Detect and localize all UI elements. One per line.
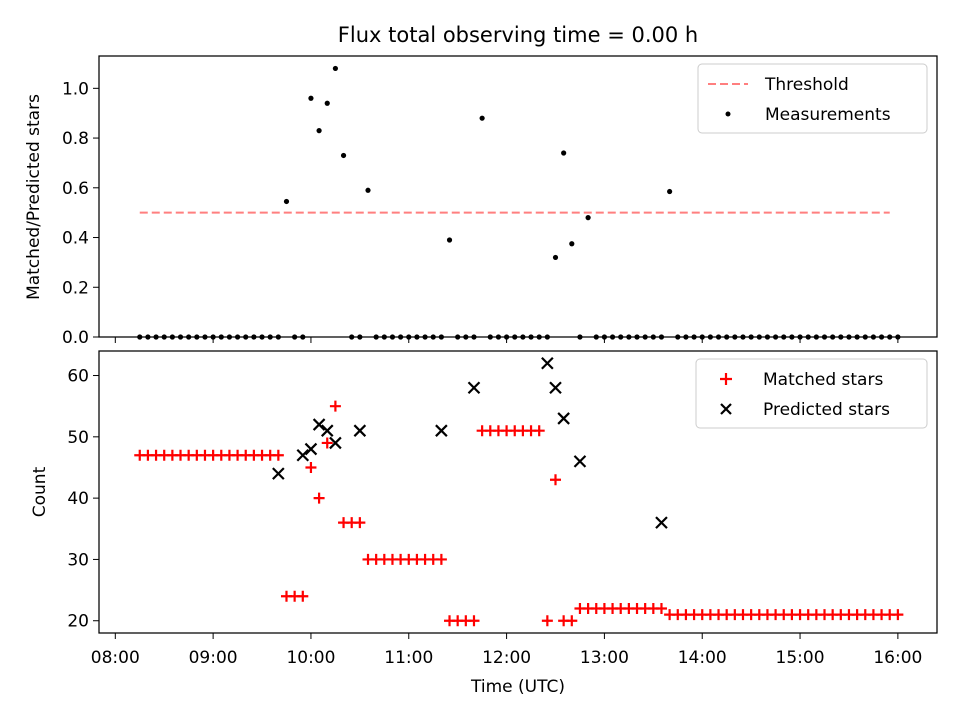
measurement-point bbox=[365, 187, 371, 193]
top-legend-box bbox=[697, 63, 928, 134]
predicted-star-point bbox=[353, 424, 367, 437]
x-tick-label: 09:00 bbox=[189, 648, 238, 668]
predicted-star-point bbox=[296, 448, 310, 462]
predicted-star-point bbox=[573, 455, 587, 468]
x-tick-label: 11:00 bbox=[384, 648, 433, 668]
bottom-y-tick-label: 60 bbox=[67, 367, 89, 387]
predicted-star-point bbox=[467, 381, 481, 395]
top-y-tick-label: 0.8 bbox=[62, 129, 89, 149]
matched-star-point bbox=[305, 461, 317, 473]
bottom-legend: Matched stars Predicted stars bbox=[695, 358, 928, 429]
x-tick-label: 12:00 bbox=[482, 648, 531, 668]
bottom-y-tick-label: 40 bbox=[67, 489, 89, 509]
legend-measurements-label: Measurements bbox=[765, 105, 891, 125]
predicted-star-point bbox=[655, 516, 668, 529]
legend-matched-swatch bbox=[720, 373, 732, 385]
top-y-tick-label: 0.0 bbox=[62, 328, 89, 348]
measurement-point bbox=[667, 188, 673, 195]
x-axis-label: Time (UTC) bbox=[470, 677, 565, 697]
matched-star-point bbox=[566, 615, 578, 627]
x-tick-label: 13:00 bbox=[580, 648, 629, 668]
bottom-y-axis: 20 30 40 50 60 bbox=[67, 367, 99, 632]
predicted-star-point bbox=[320, 424, 334, 437]
x-tick-label: 16:00 bbox=[873, 648, 922, 668]
predicted-star-point bbox=[272, 467, 285, 480]
matched-star-point bbox=[655, 602, 667, 614]
matched-star-point bbox=[321, 437, 333, 449]
measurement-point bbox=[308, 95, 314, 101]
matched-star-point bbox=[533, 425, 545, 437]
x-tick-label: 15:00 bbox=[776, 648, 825, 668]
predicted-star-point bbox=[304, 442, 318, 456]
measurement-point bbox=[446, 237, 453, 243]
bottom-axes-frame bbox=[98, 350, 938, 634]
matched-star-point bbox=[549, 474, 561, 486]
measurement-point bbox=[569, 241, 575, 247]
measurement-point bbox=[332, 65, 339, 72]
bottom-y-tick-label: 20 bbox=[67, 612, 89, 632]
top-y-tick-label: 0.2 bbox=[62, 278, 89, 298]
measurement-point bbox=[340, 152, 347, 159]
top-axes-frame bbox=[98, 55, 938, 338]
matched-star-point bbox=[541, 615, 553, 627]
x-axis: 08:00 09:00 10:00 11:00 12:00 13:00 14:00 15:00… bbox=[91, 337, 922, 668]
top-y-axis-label: Matched/Predicted stars bbox=[24, 94, 44, 300]
matched-star-point bbox=[329, 400, 341, 412]
top-y-axis: 0.0 0.2 0.4 0.6 0.8 1.0 bbox=[62, 79, 99, 348]
bottom-plot-area bbox=[134, 356, 904, 627]
measurement-point bbox=[552, 254, 559, 261]
matched-star-point bbox=[468, 615, 480, 627]
predicted-star-point bbox=[557, 412, 570, 425]
bottom-y-axis-label: Count bbox=[30, 466, 50, 517]
measurement-point bbox=[316, 128, 322, 134]
top-chart-title: Flux total observing time = 0.00 h bbox=[338, 23, 698, 47]
predicted-star-point bbox=[329, 436, 342, 450]
top-y-tick-label: 0.6 bbox=[62, 179, 89, 199]
matched-star-point bbox=[272, 449, 284, 461]
predicted-star-point bbox=[435, 424, 448, 437]
legend-predicted-label: Predicted stars bbox=[763, 400, 890, 420]
top-y-tick-label: 0.4 bbox=[62, 229, 89, 249]
bottom-y-tick-label: 30 bbox=[67, 550, 89, 570]
matched-star-point bbox=[297, 590, 309, 602]
x-tick-label: 08:00 bbox=[91, 648, 140, 668]
predicted-star-point bbox=[549, 381, 562, 395]
measurement-point bbox=[283, 198, 290, 205]
matched-star-point bbox=[313, 492, 325, 504]
legend-predicted-swatch bbox=[720, 403, 732, 415]
legend-matched-label: Matched stars bbox=[763, 370, 883, 390]
bottom-y-tick-label: 50 bbox=[67, 428, 89, 448]
matched-star-point bbox=[354, 517, 366, 529]
measurement-point bbox=[585, 215, 591, 221]
matched-star-point bbox=[892, 609, 904, 621]
matched-star-point bbox=[435, 553, 447, 565]
x-tick-label: 10:00 bbox=[286, 648, 335, 668]
top-legend: Threshold Measurements bbox=[697, 63, 928, 134]
legend-measurements-swatch bbox=[725, 111, 731, 117]
measurement-point bbox=[561, 150, 567, 156]
bottom-legend-box bbox=[695, 358, 928, 429]
measurement-point bbox=[324, 100, 330, 106]
predicted-star-point bbox=[541, 356, 554, 370]
measurement-point bbox=[479, 115, 485, 121]
legend-threshold-label: Threshold bbox=[764, 75, 849, 95]
top-y-tick-label: 1.0 bbox=[62, 79, 89, 99]
x-tick-label: 14:00 bbox=[678, 648, 727, 668]
predicted-star-point bbox=[312, 418, 326, 431]
